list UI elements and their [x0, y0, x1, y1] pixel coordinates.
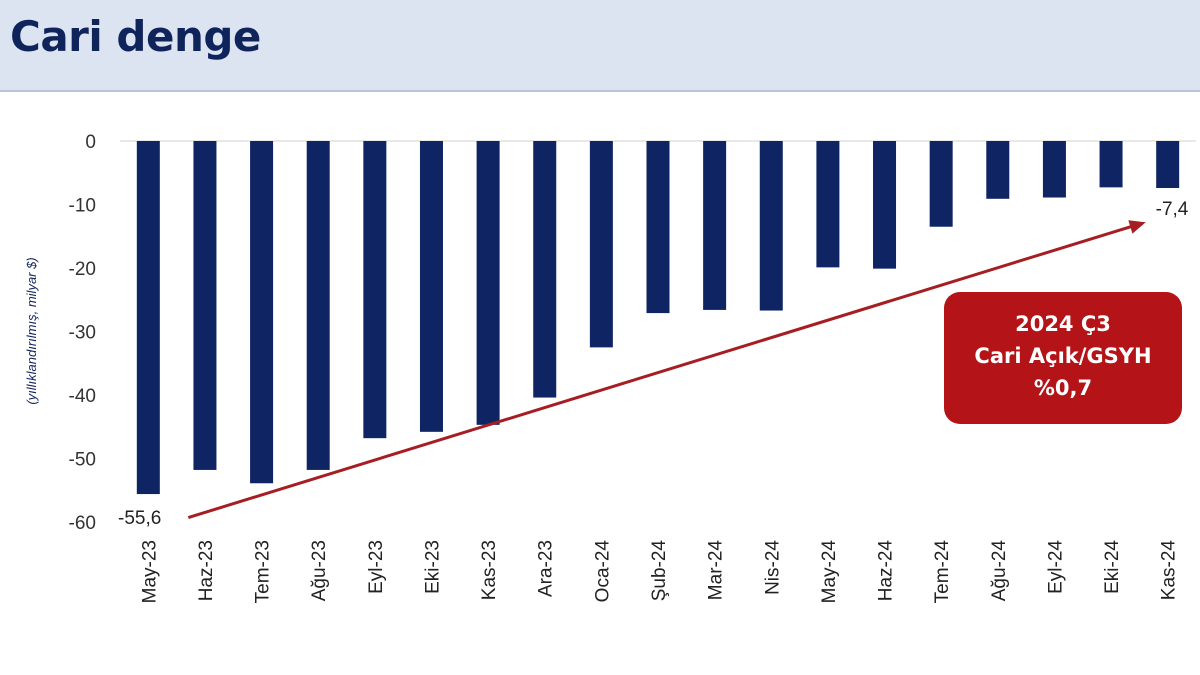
- y-tick-label: -60: [69, 513, 96, 534]
- callout-box: 2024 Ç3 Cari Açık/GSYH %0,7: [944, 292, 1182, 424]
- bar-Nis-24: [759, 141, 783, 311]
- bar-Eki-23: [419, 141, 443, 432]
- y-axis: 0 -10 -20 -30 -40 -50 -60: [69, 132, 96, 534]
- bar-Mar-24: [703, 141, 727, 310]
- bar-Oca-24: [589, 141, 613, 348]
- bar-Ağu-24: [986, 141, 1010, 199]
- x-tick-label: Eyl-23: [366, 540, 387, 594]
- callout-line-3: %0,7: [1033, 376, 1093, 400]
- x-tick-label: May-23: [139, 540, 160, 603]
- x-tick-label: Ara-23: [536, 540, 557, 597]
- bar-Tem-24: [929, 141, 953, 227]
- callout-line-1: 2024 Ç3: [1015, 312, 1111, 336]
- bar-Eki-24: [1099, 141, 1123, 188]
- y-tick-label: -20: [69, 259, 96, 280]
- x-axis-labels: May-23 Haz-23 Tem-23 Ağu-23 Eyl-23 Eki-23 Kas-…: [139, 540, 1179, 604]
- x-tick-label: Kas-23: [479, 540, 500, 600]
- bar-Haz-24: [873, 141, 897, 269]
- x-tick-label: Haz-24: [876, 540, 897, 602]
- x-tick-label: Mar-24: [706, 540, 727, 601]
- x-tick-label: Eki-24: [1102, 540, 1123, 594]
- x-tick-label: Ağu-24: [989, 540, 1010, 602]
- x-tick-label: Eki-23: [422, 540, 443, 594]
- bar-Ara-23: [533, 141, 557, 398]
- x-tick-label: Eyl-24: [1045, 540, 1066, 594]
- y-axis-label: (yıllıklandırılmış, milyar $): [24, 257, 39, 404]
- y-tick-label: -40: [69, 386, 96, 407]
- bar-Eyl-23: [363, 141, 387, 439]
- x-tick-label: May-24: [819, 540, 840, 604]
- bars-group: [136, 141, 1180, 495]
- x-tick-label: Haz-23: [196, 540, 217, 601]
- x-tick-label: Nis-24: [762, 540, 783, 595]
- page-title: Cari denge: [10, 12, 261, 61]
- bar-Tem-23: [250, 141, 274, 484]
- bar-Kas-23: [476, 141, 500, 425]
- bar-May-24: [816, 141, 840, 268]
- header-bar: Cari denge: [0, 0, 1200, 92]
- x-tick-label: Şub-24: [649, 540, 670, 602]
- bar-Ağu-23: [306, 141, 330, 470]
- data-label-Kas-24: -7,4: [1156, 199, 1189, 220]
- y-tick-label: -10: [69, 196, 96, 217]
- y-tick-label: 0: [85, 132, 96, 153]
- x-tick-label: Tem-23: [253, 540, 274, 603]
- x-tick-label: Oca-24: [592, 540, 613, 603]
- x-tick-label: Ağu-23: [309, 540, 330, 601]
- annotations-group: -55,6 -7,4: [118, 199, 1189, 529]
- callout-line-2: Cari Açık/GSYH: [974, 344, 1152, 368]
- bar-Haz-23: [193, 141, 217, 470]
- y-tick-label: -30: [69, 323, 96, 344]
- x-tick-label: Tem-24: [932, 540, 953, 604]
- bar-Eyl-24: [1042, 141, 1066, 198]
- bar-Kas-24: [1156, 141, 1180, 188]
- bar-May-23: [136, 141, 160, 495]
- trend-arrow-line: [187, 223, 1137, 519]
- x-tick-label: Kas-24: [1159, 540, 1180, 601]
- y-tick-label: -50: [69, 450, 96, 471]
- current-account-chart: 0 -10 -20 -30 -40 -50 -60 May-23 Haz-23 Tem-23 Ağ…: [24, 132, 1196, 604]
- bar-Şub-24: [646, 141, 670, 314]
- data-label-May-23: -55,6: [118, 508, 161, 529]
- trend-arrow-head: [1128, 220, 1146, 234]
